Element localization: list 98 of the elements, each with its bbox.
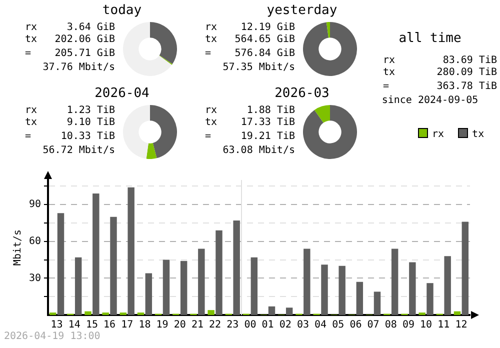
bar bbox=[286, 308, 293, 315]
bar bbox=[374, 292, 381, 315]
bar bbox=[208, 310, 214, 315]
text: 37.76 Mbit/s bbox=[42, 62, 115, 73]
bar bbox=[454, 311, 461, 315]
x-tick-label: 05 bbox=[332, 320, 344, 331]
text: 1.88 TiB bbox=[246, 105, 295, 116]
x-tick-label: 15 bbox=[86, 320, 98, 331]
bar bbox=[321, 264, 328, 315]
bar bbox=[233, 220, 240, 315]
x-tick-label: 16 bbox=[104, 320, 116, 331]
bar bbox=[74, 257, 82, 315]
x-tick-label: 00 bbox=[244, 320, 256, 331]
bar bbox=[198, 248, 205, 315]
legend-label: tx bbox=[471, 128, 484, 140]
text: 12.19 GiB bbox=[240, 22, 295, 33]
x-tick-label: 13 bbox=[50, 320, 63, 331]
text: tx bbox=[205, 34, 218, 45]
x-tick-label: 21 bbox=[191, 320, 204, 331]
text: 576.84 GiB bbox=[234, 48, 295, 59]
text: = bbox=[205, 48, 212, 59]
text: tx bbox=[25, 117, 38, 128]
chart-title: yesterday bbox=[266, 3, 338, 18]
x-tick-label: 23 bbox=[226, 320, 239, 331]
text: all time bbox=[398, 31, 462, 46]
y-tick-label: 30 bbox=[28, 272, 41, 284]
bar bbox=[462, 222, 469, 315]
x-tick-label: 03 bbox=[296, 320, 309, 331]
text: rx bbox=[205, 105, 218, 116]
x-tick-label: 14 bbox=[68, 320, 80, 331]
text: 83.69 TiB bbox=[442, 55, 497, 66]
text: 19.21 TiB bbox=[240, 131, 295, 142]
text: 10.33 TiB bbox=[60, 131, 115, 142]
bar bbox=[180, 261, 188, 315]
text: 2026-04-19 13:00 bbox=[4, 331, 100, 342]
chart-title: today bbox=[102, 3, 142, 18]
bar bbox=[250, 257, 258, 315]
bar bbox=[338, 266, 346, 315]
x-tick-label: 18 bbox=[138, 320, 151, 331]
text: 1.23 TiB bbox=[66, 105, 115, 116]
bar bbox=[92, 194, 100, 315]
bar bbox=[444, 256, 451, 315]
text: = bbox=[383, 81, 390, 92]
text: 9.10 TiB bbox=[66, 117, 115, 128]
text: 564.65 GiB bbox=[234, 34, 295, 45]
bar bbox=[268, 306, 276, 315]
bar bbox=[84, 311, 92, 315]
text: = bbox=[25, 131, 32, 142]
bar bbox=[216, 230, 222, 315]
bar bbox=[426, 283, 434, 315]
x-tick-label: 01 bbox=[262, 320, 274, 331]
y-tick-label: 60 bbox=[28, 236, 41, 247]
text: 56.72 Mbit/s bbox=[42, 145, 115, 156]
x-tick-label: 12 bbox=[455, 320, 468, 331]
text: 205.71 GiB bbox=[54, 48, 115, 59]
text: 17.33 TiB bbox=[240, 117, 295, 128]
x-tick-label: 06 bbox=[350, 320, 362, 331]
text: = bbox=[205, 131, 212, 142]
bar bbox=[356, 282, 364, 315]
bar bbox=[128, 187, 134, 315]
x-tick-label: 11 bbox=[438, 320, 450, 331]
x-tick-label: 04 bbox=[314, 320, 327, 331]
text: 3.64 GiB bbox=[66, 22, 115, 33]
legend-label: rx bbox=[431, 128, 444, 140]
bar bbox=[57, 213, 64, 315]
text: 63.08 Mbit/s bbox=[222, 145, 295, 156]
text: tx bbox=[205, 117, 218, 128]
bar bbox=[304, 248, 310, 315]
bar bbox=[145, 273, 152, 315]
x-tick-label: 07 bbox=[367, 320, 380, 331]
text: rx bbox=[25, 105, 38, 116]
x-tick-label: 10 bbox=[420, 320, 432, 331]
x-tick-label: 20 bbox=[174, 320, 186, 331]
text: rx bbox=[205, 22, 218, 33]
text: since 2024-09-05 bbox=[382, 95, 478, 106]
x-tick-label: 02 bbox=[279, 320, 292, 331]
text: tx bbox=[383, 67, 396, 78]
y-tick-label: 90 bbox=[28, 199, 41, 210]
text: rx bbox=[25, 22, 38, 33]
chart-title: 2026-03 bbox=[274, 86, 330, 101]
bar bbox=[391, 248, 398, 315]
bar bbox=[162, 260, 170, 315]
text: 363.78 TiB bbox=[436, 81, 497, 92]
x-tick-label: 08 bbox=[384, 320, 397, 331]
text: tx bbox=[25, 34, 38, 45]
x-tick-label: 17 bbox=[121, 320, 134, 331]
x-tick-label: 22 bbox=[209, 320, 222, 331]
y-axis-title: Mbit/s bbox=[12, 229, 24, 266]
x-tick-label: 19 bbox=[156, 320, 168, 331]
text: rx bbox=[383, 55, 396, 66]
bar bbox=[110, 216, 117, 315]
text: 202.06 GiB bbox=[54, 34, 115, 45]
text: 280.09 TiB bbox=[436, 67, 497, 78]
bar bbox=[409, 262, 416, 315]
text: 57.35 Mbit/s bbox=[222, 62, 295, 73]
text: = bbox=[25, 48, 32, 59]
x-tick-label: 09 bbox=[402, 320, 414, 331]
chart-title: 2026-04 bbox=[94, 86, 150, 101]
